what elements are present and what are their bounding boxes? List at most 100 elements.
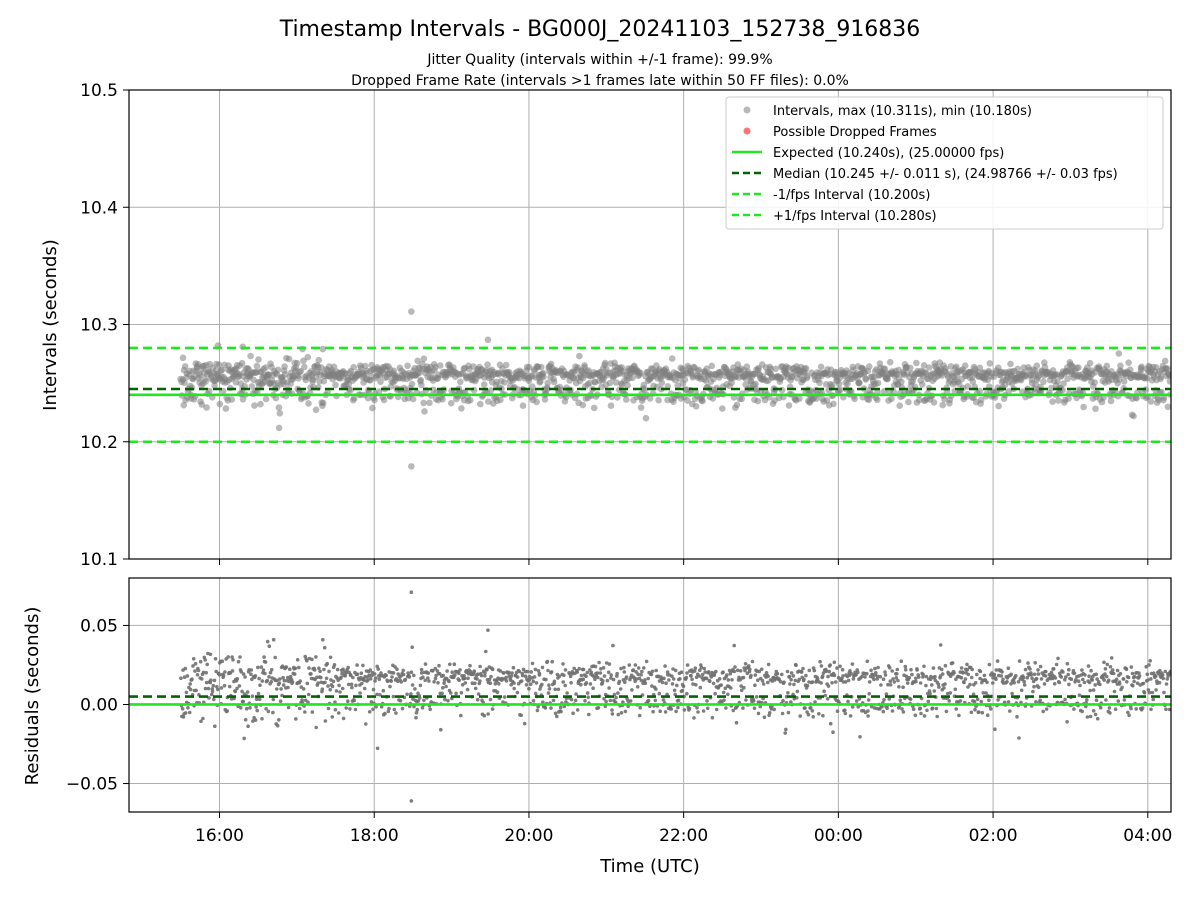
data-point [366, 678, 370, 682]
data-point [1088, 688, 1092, 693]
data-point [260, 717, 264, 721]
data-point [840, 667, 845, 672]
data-point [204, 670, 208, 675]
data-point [524, 683, 529, 687]
data-point [267, 644, 272, 648]
data-point [849, 671, 853, 676]
data-point [637, 404, 645, 411]
data-point [581, 677, 586, 681]
data-point [828, 721, 833, 726]
data-point [876, 665, 880, 670]
data-point [1166, 378, 1171, 385]
data-point [255, 356, 262, 363]
data-point [347, 386, 354, 394]
data-point [1096, 680, 1101, 684]
data-point [573, 698, 578, 703]
data-point [698, 668, 702, 672]
data-point [502, 695, 507, 699]
data-point [1056, 656, 1060, 661]
data-point [586, 695, 590, 699]
data-point [986, 360, 994, 367]
data-point [637, 713, 642, 718]
data-point [312, 406, 320, 414]
data-point [704, 676, 709, 681]
data-point [1144, 664, 1148, 669]
legend-label: Possible Dropped Frames [773, 125, 937, 140]
data-point [412, 673, 416, 678]
data-point [504, 679, 509, 683]
data-point [240, 689, 244, 694]
data-point [286, 705, 291, 710]
data-point [351, 675, 355, 680]
data-point [653, 698, 658, 703]
data-point [650, 669, 655, 674]
data-point [869, 668, 873, 673]
data-point [1051, 667, 1056, 671]
data-point [271, 710, 275, 715]
data-point [305, 681, 310, 686]
data-point [784, 727, 788, 732]
data-point [328, 655, 333, 660]
data-point [1086, 664, 1091, 668]
data-point [550, 378, 558, 386]
data-point [907, 675, 911, 680]
data-point [772, 707, 776, 712]
data-point [193, 661, 198, 666]
data-point [962, 680, 966, 685]
data-point [420, 399, 427, 407]
data-point [622, 665, 626, 670]
data-point [1165, 677, 1169, 681]
data-point [1126, 366, 1134, 374]
data-point [538, 687, 542, 691]
legend-label: Median (10.245 +/- 0.011 s), (24.98766 +… [773, 167, 1118, 182]
data-point [295, 658, 300, 662]
data-point [856, 379, 863, 387]
data-point [579, 682, 583, 687]
data-point [250, 694, 255, 699]
data-point [200, 677, 204, 681]
data-point [565, 691, 569, 695]
y-tick-label: 0.05 [80, 616, 118, 636]
data-point [781, 698, 785, 703]
data-point [609, 673, 613, 677]
data-point [991, 681, 995, 685]
data-point [711, 681, 716, 686]
data-point [266, 709, 271, 714]
data-point [374, 705, 378, 709]
data-point [488, 697, 493, 702]
data-point [255, 665, 260, 670]
data-point [1160, 673, 1165, 677]
data-point [1094, 698, 1099, 702]
data-point [264, 707, 268, 711]
data-point [275, 678, 279, 683]
data-point [1077, 693, 1082, 697]
data-point [721, 670, 725, 674]
data-point [874, 379, 882, 387]
data-point [1012, 680, 1016, 685]
data-point [670, 674, 674, 678]
data-point [475, 697, 480, 702]
data-point [874, 396, 881, 404]
data-point [930, 399, 938, 406]
data-point [1065, 395, 1072, 402]
data-point [816, 379, 823, 387]
data-point [883, 673, 888, 677]
data-point [249, 668, 254, 672]
data-point [798, 714, 802, 718]
data-point [507, 670, 511, 675]
data-point [752, 380, 759, 388]
data-point [642, 414, 650, 422]
data-point [179, 676, 183, 680]
data-point [641, 386, 648, 394]
data-point [238, 359, 246, 367]
data-point [426, 671, 431, 675]
data-point [835, 709, 840, 713]
data-point [184, 690, 189, 695]
data-point [320, 377, 328, 385]
data-point [1146, 688, 1151, 692]
data-point [685, 663, 690, 667]
data-point [233, 689, 237, 694]
data-point [614, 695, 618, 700]
data-point [728, 379, 735, 387]
data-point [929, 674, 933, 679]
